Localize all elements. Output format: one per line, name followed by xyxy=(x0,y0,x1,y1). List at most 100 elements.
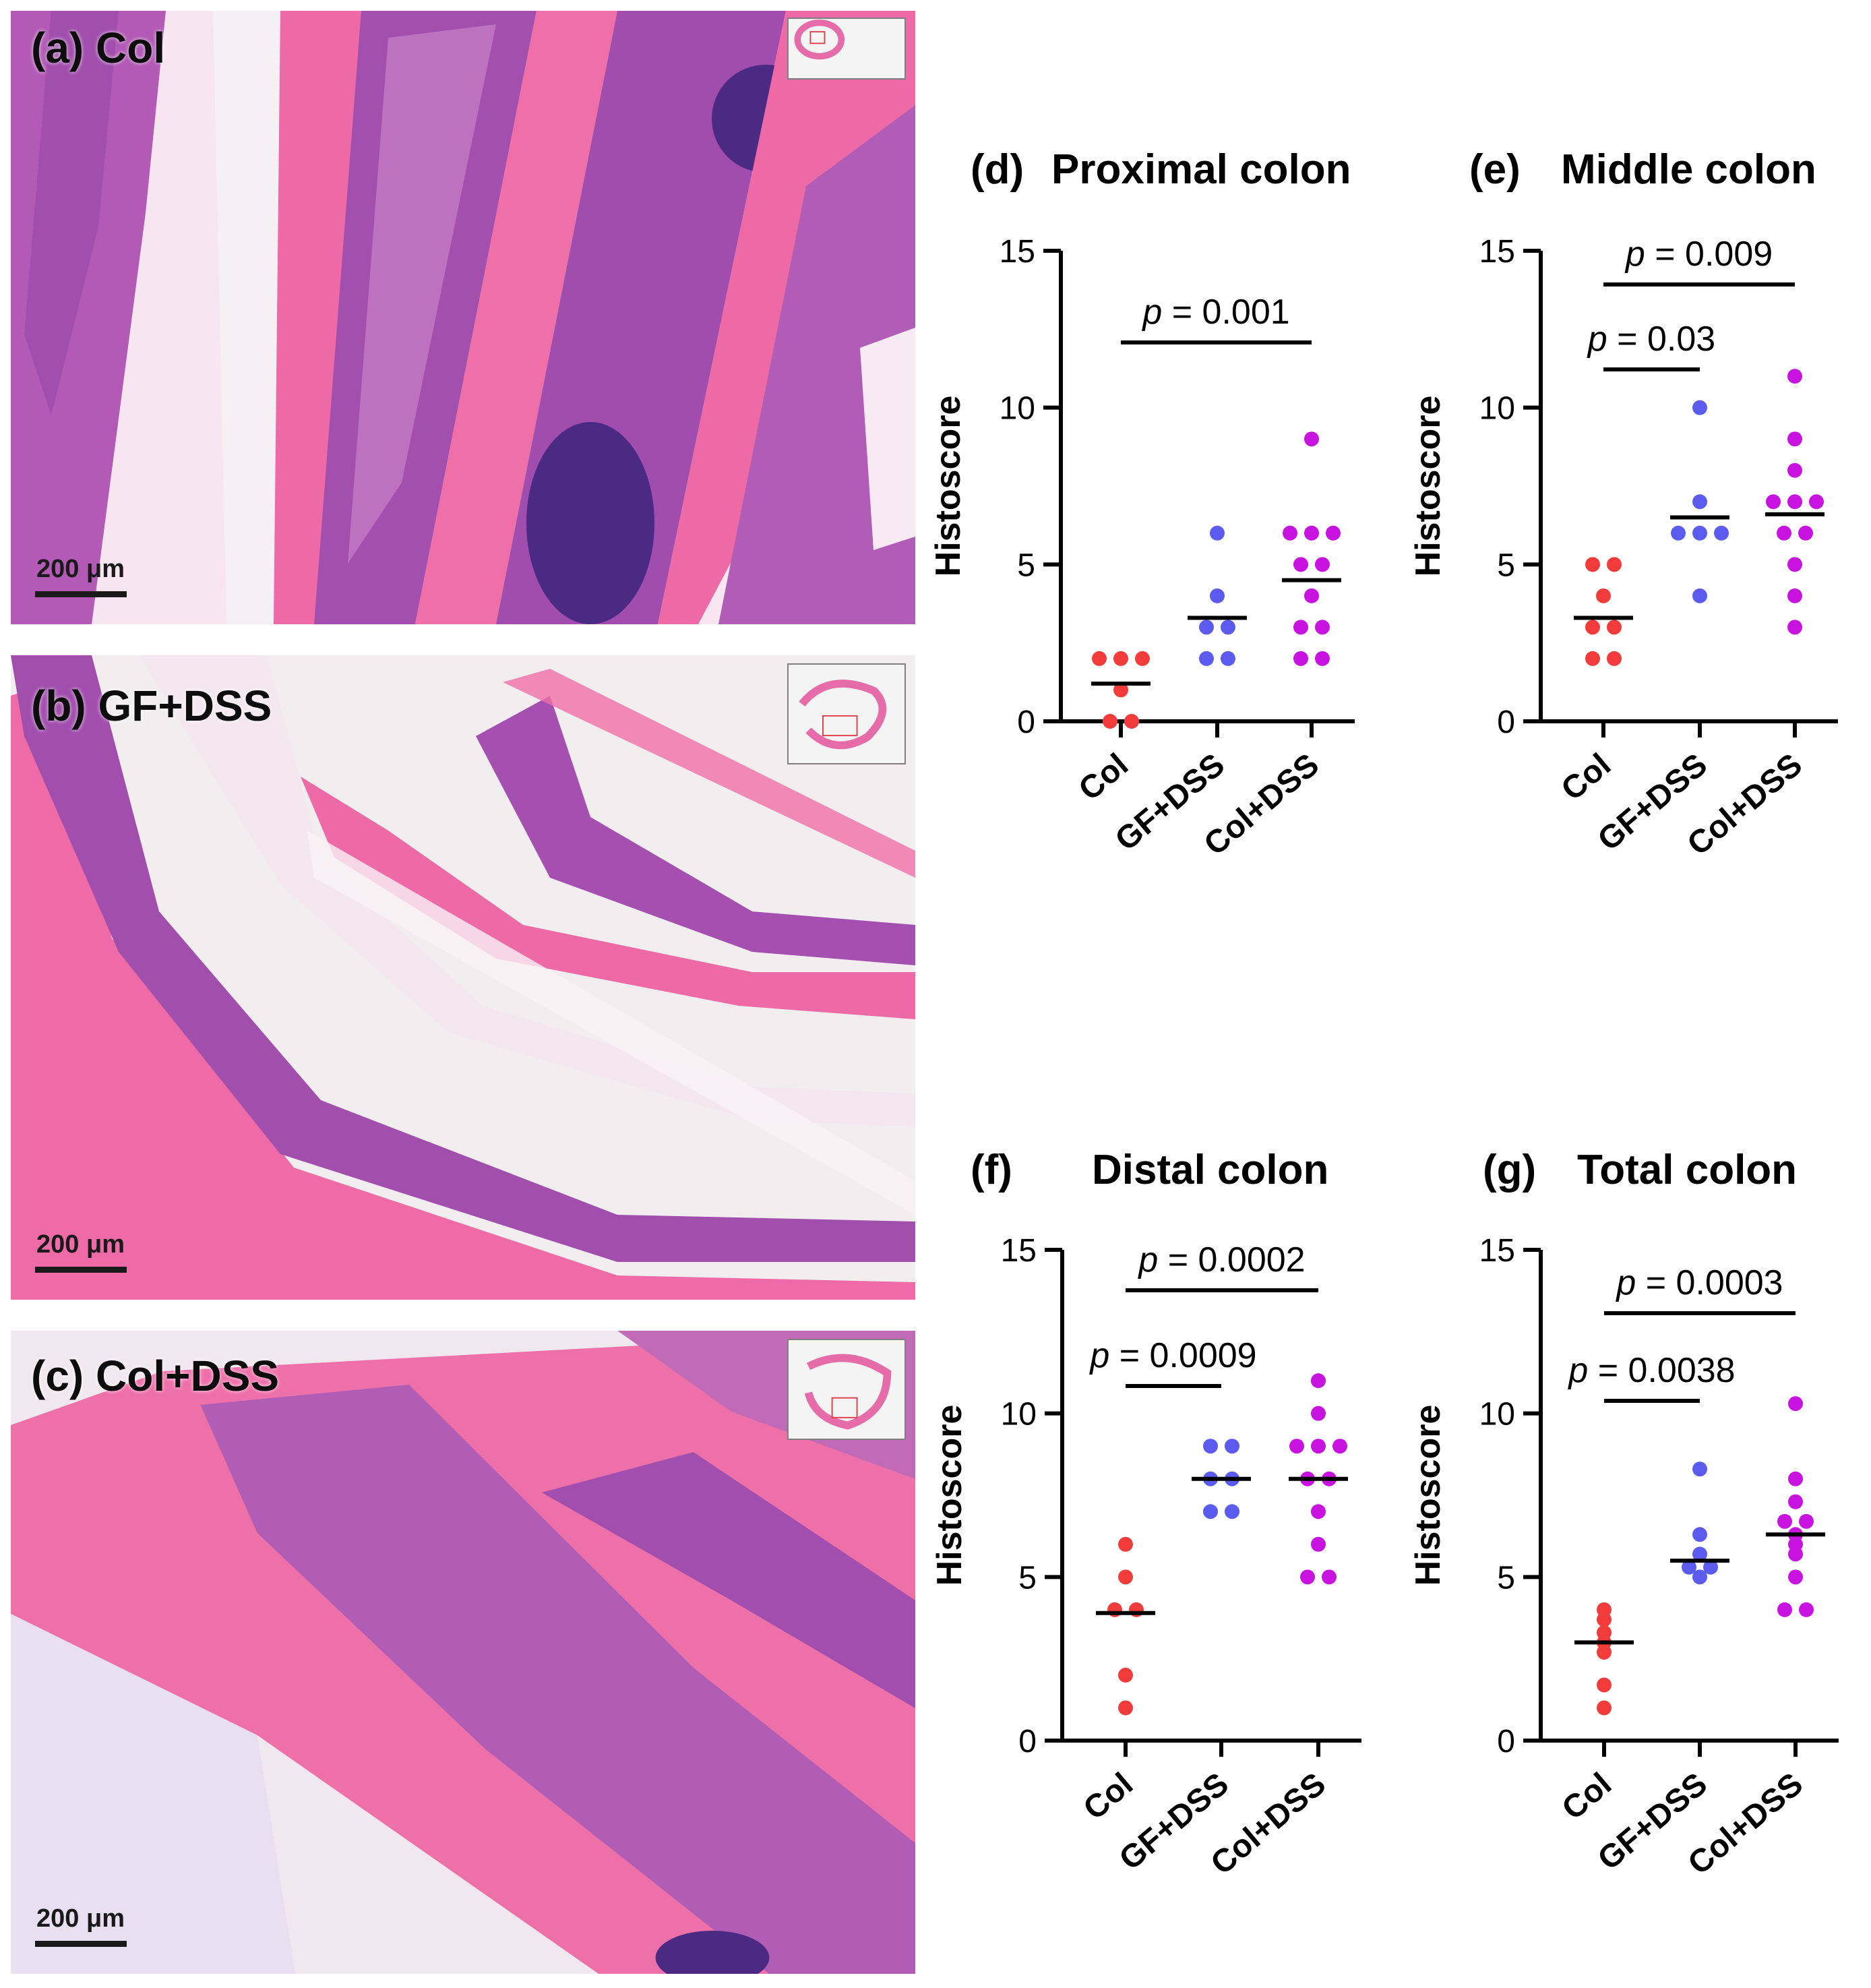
data-point-f-GF+DSS xyxy=(1225,1504,1239,1519)
p-value-label-f: p = 0.0009 xyxy=(1088,1336,1256,1375)
data-point-e-Col+DSS xyxy=(1787,557,1802,572)
data-point-f-Col+DSS xyxy=(1311,1504,1326,1519)
micrograph-c: (c) Col+DSS 200 μm xyxy=(11,1331,915,1974)
y-tick-label-e: 0 xyxy=(1497,704,1515,740)
charts-svg: (d) Proximal colon051015HistoscoreColGF+D… xyxy=(929,146,1839,1882)
p-value-label-d: p = 0.001 xyxy=(1141,293,1289,332)
p-symbol: p xyxy=(1137,1240,1158,1279)
p-value-label-e: p = 0.009 xyxy=(1624,235,1773,274)
data-point-g-Col+DSS xyxy=(1788,1569,1803,1585)
panel-c-label: (c) Col+DSS xyxy=(31,1352,280,1400)
y-tick-label-f: 10 xyxy=(1001,1397,1037,1433)
data-point-e-Col+DSS xyxy=(1766,494,1781,510)
data-point-g-Col+DSS xyxy=(1799,1513,1814,1529)
data-point-g-Col+DSS xyxy=(1777,1513,1792,1529)
data-point-d-GF+DSS xyxy=(1199,620,1214,635)
data-point-f-Col+DSS xyxy=(1311,1439,1326,1454)
data-point-d-Col+DSS xyxy=(1283,525,1297,541)
y-tick-label-g: 0 xyxy=(1497,1724,1515,1759)
data-point-d-Col+DSS xyxy=(1315,620,1330,635)
tissue-image-c xyxy=(11,1331,915,1974)
data-point-e-Col+DSS xyxy=(1777,525,1791,541)
y-tick-label-e: 10 xyxy=(1479,391,1515,427)
overview-thumbnail-a xyxy=(787,18,906,80)
data-point-g-Col+DSS xyxy=(1799,1602,1814,1617)
scale-bar-a xyxy=(35,591,127,597)
data-point-g-Col+DSS xyxy=(1788,1471,1803,1486)
overview-thumbnail-b xyxy=(787,663,906,764)
histoscore-charts: (d) Proximal colon 0 5 10 15 Histoscore Col GF+D… xyxy=(929,0,1871,1985)
data-point-f-Col xyxy=(1118,1569,1133,1585)
data-point-g-Col+DSS xyxy=(1788,1396,1803,1412)
data-point-g-Col xyxy=(1597,1700,1612,1716)
scale-bar-c xyxy=(35,1941,127,1947)
data-point-g-Col xyxy=(1597,1612,1612,1627)
p-value-text: = 0.0002 xyxy=(1158,1240,1305,1279)
data-point-d-Col+DSS xyxy=(1304,525,1319,541)
panel-f-letter: (f) xyxy=(971,1147,1012,1193)
p-symbol: p xyxy=(1088,1336,1109,1375)
scale-label-a: 200 μm xyxy=(36,555,125,583)
panel-a-label: (a) Col xyxy=(31,24,166,72)
data-point-e-GF+DSS xyxy=(1692,525,1707,541)
micrograph-b: (b) GF+DSS 200 μm xyxy=(11,655,915,1300)
data-point-e-Col xyxy=(1585,620,1600,635)
data-point-g-Col xyxy=(1597,1677,1612,1693)
p-value-text: = 0.001 xyxy=(1162,293,1289,332)
data-point-e-Col xyxy=(1607,620,1622,635)
data-point-d-Col+DSS xyxy=(1304,431,1319,447)
data-point-d-Col+DSS xyxy=(1293,557,1308,572)
p-value-text: = 0.009 xyxy=(1645,235,1773,274)
data-point-f-GF+DSS xyxy=(1203,1504,1218,1519)
p-symbol: p xyxy=(1587,320,1607,359)
tissue-image-a xyxy=(11,11,915,624)
data-point-d-Col xyxy=(1113,651,1128,666)
data-point-d-GF+DSS xyxy=(1199,651,1214,666)
data-point-g-GF+DSS xyxy=(1682,1559,1696,1575)
y-tick-label-g: 10 xyxy=(1479,1397,1515,1433)
chart-title-g: Total colon xyxy=(1577,1147,1797,1193)
data-point-e-Col+DSS xyxy=(1787,431,1802,447)
overview-thumbnail-c xyxy=(787,1339,906,1440)
data-point-f-Col xyxy=(1118,1700,1133,1716)
data-point-g-Col+DSS xyxy=(1788,1494,1803,1509)
data-point-g-GF+DSS xyxy=(1692,1462,1707,1477)
data-point-d-Col+DSS xyxy=(1293,620,1308,635)
data-point-d-GF+DSS xyxy=(1221,651,1235,666)
data-point-e-Col xyxy=(1607,557,1622,572)
data-point-e-GF+DSS xyxy=(1692,494,1707,510)
data-point-d-Col xyxy=(1135,651,1150,666)
panel-b-label: (b) GF+DSS xyxy=(31,682,272,730)
panel-g-letter: (g) xyxy=(1483,1147,1536,1193)
panel-d-letter: (d) xyxy=(971,146,1024,193)
data-point-e-GF+DSS xyxy=(1714,525,1729,541)
data-point-g-GF+DSS xyxy=(1692,1527,1707,1542)
y-tick-label-f: 5 xyxy=(1018,1560,1037,1596)
y-axis-label-g: Histoscore xyxy=(1409,1405,1448,1586)
data-point-f-Col+DSS xyxy=(1332,1439,1347,1454)
y-tick-label-e: 5 xyxy=(1497,547,1515,583)
data-point-e-GF+DSS xyxy=(1692,588,1707,603)
y-tick-label-e: 15 xyxy=(1479,234,1515,270)
data-point-d-Col+DSS xyxy=(1315,651,1330,666)
data-point-d-Col+DSS xyxy=(1315,557,1330,572)
data-point-d-GF+DSS xyxy=(1210,588,1225,603)
data-point-e-GF+DSS xyxy=(1692,400,1707,415)
data-point-g-GF+DSS xyxy=(1692,1546,1707,1562)
data-point-d-Col+DSS xyxy=(1326,525,1341,541)
p-symbol: p xyxy=(1141,293,1162,332)
data-point-g-GF+DSS xyxy=(1692,1569,1707,1585)
data-point-f-Col xyxy=(1118,1536,1133,1552)
data-point-g-Col xyxy=(1597,1644,1612,1660)
y-tick-label-g: 15 xyxy=(1479,1233,1515,1269)
p-value-label-e: p = 0.03 xyxy=(1587,320,1715,359)
data-point-e-GF+DSS xyxy=(1671,525,1686,541)
data-point-f-GF+DSS xyxy=(1225,1439,1239,1454)
data-point-e-Col xyxy=(1596,588,1611,603)
p-value-text: = 0.0009 xyxy=(1109,1336,1256,1375)
data-point-d-GF+DSS xyxy=(1221,620,1235,635)
scale-label-b: 200 μm xyxy=(36,1230,125,1259)
data-point-f-Col+DSS xyxy=(1300,1569,1315,1585)
x-tick-label-d: Col xyxy=(1072,747,1135,808)
y-axis-label-f: Histoscore xyxy=(930,1405,969,1586)
